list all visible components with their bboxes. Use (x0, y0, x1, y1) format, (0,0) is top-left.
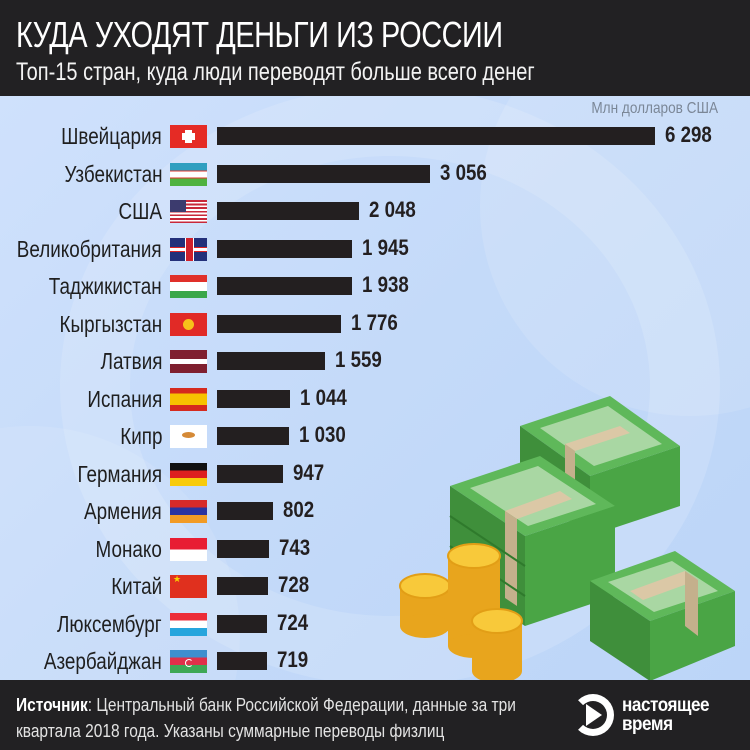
bar (217, 614, 267, 633)
bar-row: Кыргызстан 1 776 (0, 309, 750, 339)
logo-arrow-icon (586, 704, 602, 726)
bar-row: Китай 728 (0, 571, 750, 601)
bar (217, 202, 359, 220)
bar-row: Азербайджан 719 (0, 646, 750, 676)
source-label: Источник (16, 695, 88, 715)
country-label: Азербайджан (44, 648, 162, 674)
value-label: 802 (283, 497, 315, 522)
logo-text-line2: время (622, 714, 673, 735)
bar-row: Испания 1 044 (0, 384, 750, 414)
value-label: 1 776 (351, 309, 398, 335)
bar (217, 539, 269, 558)
bar-row: Германия 947 (0, 459, 750, 489)
flag-cn-icon (170, 575, 207, 598)
value-label: 719 (277, 647, 309, 672)
flag-cy-icon (170, 425, 207, 448)
flag-es-icon (170, 387, 207, 411)
bar-row: Монако 743 (0, 534, 750, 564)
country-label: Кыргызстан (59, 310, 162, 337)
flag-de-icon (170, 462, 207, 486)
bar (217, 127, 655, 145)
country-label: Великобритания (17, 235, 162, 262)
flag-lv-icon (170, 350, 207, 373)
bar-row: Армения 802 (0, 496, 750, 526)
bar (217, 389, 290, 408)
flag-us-icon (170, 200, 207, 223)
country-label: Китай (111, 573, 162, 599)
bar-row: Кипр 1 030 (0, 421, 750, 451)
flag-uz-icon (170, 162, 207, 186)
logo: настоящее время (572, 694, 742, 738)
country-label: Швейцария (61, 123, 162, 149)
value-label: 728 (278, 572, 310, 597)
country-label: Монако (95, 535, 162, 562)
logo-text-line1: настоящее (622, 695, 710, 716)
country-label: США (118, 198, 162, 224)
bar-row: США 2 048 (0, 196, 750, 226)
value-label: 1 945 (362, 234, 409, 260)
chart-title: КУДА УХОДЯТ ДЕНЬГИ ИЗ РОССИИ (16, 14, 503, 55)
bar (217, 427, 289, 445)
country-label: Испания (87, 385, 162, 412)
flag-az-icon (170, 650, 207, 673)
footer: Источник: Центральный банк Российской Фе… (0, 680, 750, 750)
value-label: 743 (279, 534, 311, 560)
bar-row: Швейцария 6 298 (0, 121, 750, 151)
country-label: Узбекистан (64, 160, 162, 187)
country-label: Германия (77, 460, 162, 487)
value-label: 724 (277, 609, 309, 635)
bar-row: Великобритания 1 945 (0, 234, 750, 264)
source-note: Источник: Центральный банк Российской Фе… (16, 692, 549, 744)
flag-kg-icon (170, 312, 207, 336)
source-text: : Центральный банк Российской Федерации,… (16, 695, 516, 741)
country-label: Таджикистан (49, 273, 162, 299)
bar-row: Узбекистан 3 056 (0, 159, 750, 189)
flag-am-icon (170, 500, 207, 523)
bar-row: Латвия 1 559 (0, 346, 750, 376)
logo-ring-icon (572, 694, 614, 736)
country-label: Кипр (119, 423, 162, 449)
bar (217, 239, 352, 258)
bar (217, 314, 341, 333)
country-label: Армения (84, 498, 162, 524)
value-label: 1 030 (299, 422, 346, 447)
value-label: 1 559 (335, 347, 382, 372)
money-illustration (380, 386, 750, 680)
bar (217, 652, 267, 670)
bar (217, 464, 283, 483)
header: КУДА УХОДЯТ ДЕНЬГИ ИЗ РОССИИ Топ-15 стра… (0, 0, 750, 96)
bar (217, 502, 273, 520)
value-label: 2 048 (369, 197, 416, 222)
flag-ch-icon (170, 125, 207, 148)
value-label: 1 044 (300, 384, 347, 410)
bar-row: Люксембург 724 (0, 609, 750, 639)
country-label: Латвия (100, 348, 162, 374)
value-label: 947 (293, 459, 325, 485)
cash-stacks-icon (399, 396, 735, 680)
bar (217, 164, 430, 183)
flag-tj-icon (170, 275, 207, 298)
flag-lu-icon (170, 612, 207, 636)
bar (217, 577, 268, 595)
value-label: 1 938 (362, 272, 409, 297)
chart-subtitle: Топ-15 стран, куда люди переводят больше… (16, 58, 535, 86)
bar (217, 277, 352, 295)
value-label: 6 298 (665, 122, 712, 147)
country-label: Люксембург (57, 610, 162, 637)
bar (217, 352, 325, 370)
bar-row: Таджикистан 1 938 (0, 271, 750, 301)
flag-mc-icon (170, 537, 207, 561)
value-label: 3 056 (440, 159, 487, 185)
chart-area: Млн долларов США Швейцария 6 298 Узбекиста… (0, 96, 750, 680)
unit-label: Млн долларов США (591, 100, 718, 117)
flag-gb-icon (170, 237, 207, 261)
